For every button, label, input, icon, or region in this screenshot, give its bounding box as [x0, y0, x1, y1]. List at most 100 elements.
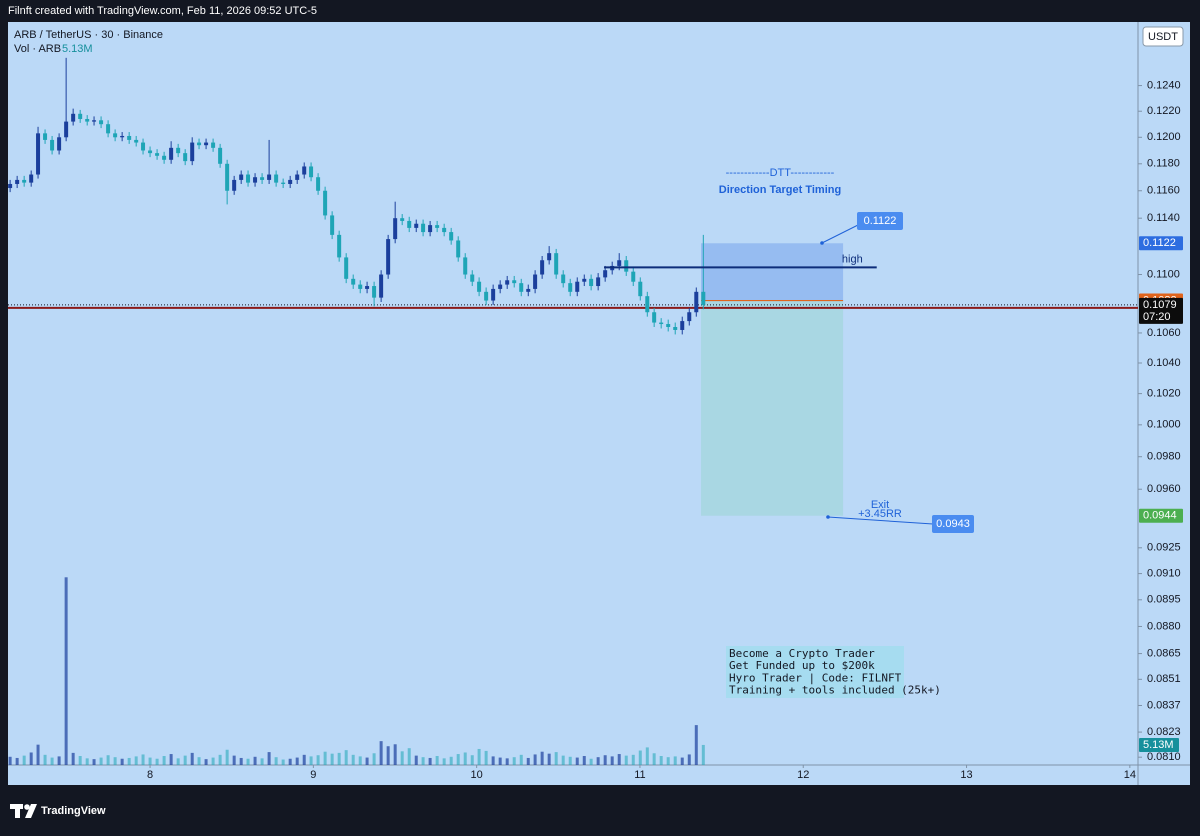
symbol-legend: ARB / TetherUS · 30 · Binance [14, 29, 163, 41]
attribution: Filnft created with TradingView.com, Feb… [8, 5, 317, 17]
candle-body [393, 218, 398, 240]
logo: TradingView [10, 804, 106, 818]
candle-body [218, 147, 223, 164]
volume-bar [400, 751, 404, 765]
volume-badge-label: 5.13M [1143, 739, 1174, 751]
candle-body [589, 278, 594, 287]
volume-bar [316, 755, 320, 765]
promo-box [726, 646, 904, 698]
candle-body [239, 174, 244, 180]
candle-body [666, 324, 671, 328]
volume-bar [505, 758, 509, 765]
candle-body [533, 274, 538, 289]
high-line-label: high [842, 253, 863, 265]
volume-bar [148, 757, 152, 765]
volume-bar [225, 749, 229, 765]
candle-body [288, 179, 293, 184]
volume-bar [659, 756, 663, 765]
candle-body [694, 291, 699, 313]
candle-body [85, 118, 90, 122]
volume-bar [267, 752, 271, 765]
volume-bar [603, 755, 607, 765]
candle-body [316, 177, 321, 191]
volume-bar [253, 756, 257, 765]
candle-body [274, 174, 279, 183]
candle-body [211, 142, 216, 148]
volume-bar [183, 755, 187, 765]
candle-body [407, 220, 412, 228]
volume-bar [134, 756, 138, 765]
currency-label[interactable]: USDT [1148, 31, 1178, 43]
volume-bar [36, 744, 40, 765]
candle-body [141, 142, 146, 151]
volume-bar [484, 750, 488, 765]
candle-body [323, 190, 328, 216]
volume-bar [64, 577, 68, 765]
volume-bar [274, 757, 278, 765]
callout-label: 0.0943 [936, 518, 970, 530]
logo-mark [15, 804, 20, 818]
candle-body [246, 174, 251, 183]
candle-body [344, 257, 349, 279]
y-tick-label: 0.1220 [1147, 105, 1181, 117]
candle-body [281, 182, 286, 184]
volume-bar [43, 754, 47, 765]
candle-body [134, 139, 139, 143]
exit-title: Exit [871, 499, 889, 511]
candle-body [267, 174, 272, 180]
volume-bar [358, 756, 362, 765]
candle-body [36, 133, 41, 175]
y-tick-label: 0.0851 [1147, 673, 1181, 685]
y-tick-label: 0.1060 [1147, 327, 1181, 339]
candle-body [197, 142, 202, 146]
candle-body [155, 153, 160, 156]
volume-bar [22, 755, 26, 765]
volume-bar [29, 752, 33, 765]
volume-bar [519, 754, 523, 765]
candle-body [204, 142, 209, 146]
volume-bar [99, 757, 103, 765]
volume-bar [379, 741, 383, 765]
volume-bar [295, 757, 299, 765]
volume-bar [631, 754, 635, 765]
volume-bar [246, 758, 250, 765]
candle-body [253, 177, 258, 183]
price-badge-label: 0.1122 [1143, 237, 1176, 249]
volume-bar [512, 757, 516, 765]
y-tick-label: 0.1180 [1147, 158, 1180, 170]
volume-bar [85, 758, 89, 765]
x-tick-label: 14 [1124, 769, 1136, 781]
volume-bar [78, 756, 82, 765]
y-tick-label: 0.0925 [1147, 542, 1181, 554]
volume-bar [589, 758, 593, 765]
volume-bar [239, 757, 243, 765]
candle-body [148, 150, 153, 154]
candle-body [162, 155, 167, 160]
volume-bar [190, 752, 194, 765]
candle-body [477, 281, 482, 292]
candle-body [127, 135, 132, 140]
volume-bar [15, 757, 19, 765]
y-tick-label: 0.1160 [1147, 185, 1180, 197]
candle-body [176, 147, 181, 154]
candle-body [365, 286, 370, 289]
candle-body [680, 321, 685, 330]
volume-bar [92, 759, 96, 765]
y-tick-label: 0.0837 [1147, 699, 1181, 711]
price-badge [1139, 297, 1183, 324]
volume-bar [218, 754, 222, 765]
candle-body [491, 288, 496, 301]
volume-bar [127, 757, 131, 765]
x-tick-label: 12 [797, 769, 809, 781]
y-tick-label: 0.0960 [1147, 483, 1181, 495]
volume-bar [414, 755, 418, 765]
volume-legend: Vol · ARB [14, 43, 61, 55]
volume-bar [449, 756, 453, 765]
currency-button[interactable] [1142, 26, 1184, 47]
candle-body [442, 227, 447, 233]
candle-body [645, 296, 650, 313]
callout-dot [826, 515, 830, 519]
candle-body [92, 120, 97, 122]
volume-bar [596, 757, 600, 765]
callout-label: 0.1122 [864, 215, 897, 227]
